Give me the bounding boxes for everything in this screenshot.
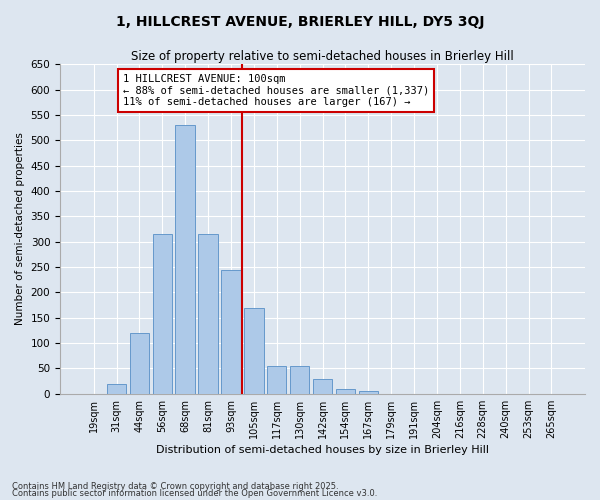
Bar <box>175 125 195 394</box>
Bar <box>152 234 172 394</box>
Bar <box>107 384 126 394</box>
Bar <box>267 366 286 394</box>
Text: 1, HILLCREST AVENUE, BRIERLEY HILL, DY5 3QJ: 1, HILLCREST AVENUE, BRIERLEY HILL, DY5 … <box>116 15 484 29</box>
Text: 1 HILLCREST AVENUE: 100sqm
← 88% of semi-detached houses are smaller (1,337)
11%: 1 HILLCREST AVENUE: 100sqm ← 88% of semi… <box>123 74 429 108</box>
Bar <box>221 270 241 394</box>
Bar <box>199 234 218 394</box>
X-axis label: Distribution of semi-detached houses by size in Brierley Hill: Distribution of semi-detached houses by … <box>156 445 489 455</box>
Bar <box>244 308 263 394</box>
Y-axis label: Number of semi-detached properties: Number of semi-detached properties <box>15 132 25 326</box>
Bar <box>313 378 332 394</box>
Bar <box>130 333 149 394</box>
Bar <box>290 366 310 394</box>
Text: Contains public sector information licensed under the Open Government Licence v3: Contains public sector information licen… <box>12 489 377 498</box>
Bar <box>335 388 355 394</box>
Bar <box>359 392 378 394</box>
Title: Size of property relative to semi-detached houses in Brierley Hill: Size of property relative to semi-detach… <box>131 50 514 63</box>
Text: Contains HM Land Registry data © Crown copyright and database right 2025.: Contains HM Land Registry data © Crown c… <box>12 482 338 491</box>
